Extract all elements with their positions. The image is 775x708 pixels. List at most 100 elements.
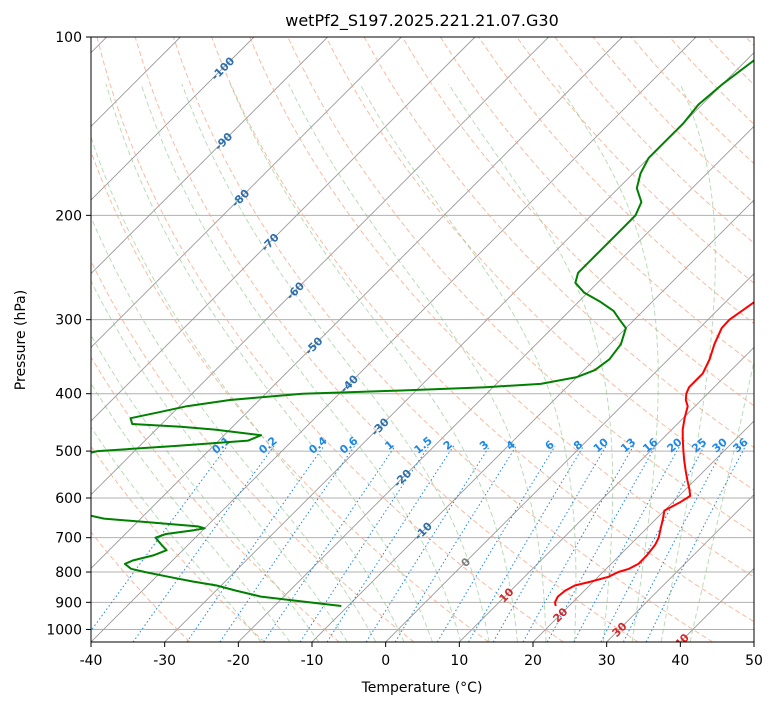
mixing-ratio-line: [622, 445, 726, 642]
x-tick-label: -20: [227, 653, 250, 669]
y-axis-label: Pressure (hPa): [13, 290, 29, 390]
moist-adiabat: [91, 382, 291, 642]
x-axis-label: Temperature (°C): [361, 680, 483, 696]
y-tick-label: 700: [55, 531, 82, 547]
dry-adiabat: [745, 37, 754, 47]
isotherm-label: -10: [412, 519, 435, 542]
isotherm-label: 40: [672, 631, 692, 651]
y-tick-label: 200: [55, 208, 82, 224]
mixing-ratio-line: [468, 445, 585, 642]
plot-area: 0.1 0.2 0.4 0.6 1 1.5 2 3 4 6 8 10 13 16 20 25 30 36-100-…: [90, 36, 755, 651]
dry-adiabat: [91, 150, 489, 642]
isotherm-line: [238, 125, 754, 642]
x-tick-label: 0: [381, 653, 390, 669]
isotherm-line: [91, 37, 623, 569]
isotherm-line: [311, 199, 754, 642]
mixing-ratio-line: [132, 445, 275, 642]
isotherm-line: [91, 37, 255, 201]
x-tick-label: 20: [524, 653, 542, 669]
dry-adiabat: [134, 37, 639, 642]
mixing-ratio-line: [91, 445, 228, 632]
isotherm-label: 30: [610, 620, 630, 640]
mixing-ratio-line: [645, 445, 747, 642]
profile-lines: [91, 59, 754, 607]
isotherm-line: [680, 567, 754, 642]
isotherm-label: -20: [391, 466, 414, 489]
dry-adiabat: [211, 37, 754, 623]
thermodynamic-background: [91, 37, 754, 642]
dry-adiabat: [249, 37, 754, 578]
y-tick-label: 800: [55, 565, 82, 581]
moist-adiabat: [448, 83, 614, 642]
moist-adiabat: [91, 334, 320, 642]
temperature-profile-line: [554, 301, 754, 607]
moist-adiabat: [105, 83, 433, 642]
moist-adiabat: [91, 279, 348, 642]
mixing-ratio-line: [365, 445, 491, 642]
moist-adiabat: [689, 358, 754, 642]
y-axis: 100 200 300 400 500 600 700 800 900 1000: [46, 30, 91, 638]
x-tick-label: 40: [671, 653, 689, 669]
y-tick-label: 500: [55, 444, 82, 460]
isotherm-line: [459, 346, 754, 642]
dry-adiabat: [478, 37, 754, 325]
mixing-ratio-label: 30: [710, 435, 730, 455]
dry-adiabat: [91, 356, 340, 642]
isotherm-label: 0: [459, 555, 474, 570]
isotherm-label: 20: [550, 605, 570, 625]
mixing-ratio-label: 25: [689, 435, 709, 455]
mixing-ratio-label: 16: [640, 435, 660, 455]
mixing-ratio-line: [436, 445, 556, 642]
dry-adiabat: [669, 37, 754, 125]
mixing-ratio-label: 0.6: [337, 434, 361, 457]
isotherm-line: [385, 273, 754, 642]
moist-adiabat: [91, 215, 377, 642]
mixing-ratio-label: 0.4: [306, 434, 330, 457]
mixing-ratio-line: [522, 445, 634, 642]
isotherm-line: [91, 37, 697, 642]
pressure-gridlines: [91, 37, 754, 630]
mixing-ratio-label: 0.1: [210, 434, 233, 456]
dry-adiabat: [363, 37, 754, 449]
isotherm-line: [91, 37, 549, 496]
isotherm-line: [91, 37, 328, 275]
dry-adiabat: [91, 259, 415, 642]
mixing-ratio-line: [263, 445, 396, 642]
isotherm-line: [606, 494, 754, 642]
mixing-ratio-label: 1.5: [412, 434, 435, 456]
x-tick-label: -30: [153, 653, 176, 669]
dry-adiabat: [172, 37, 713, 642]
moist-adiabat: [181, 83, 490, 642]
isotherm-line: [91, 37, 402, 348]
dry-adiabat: [554, 37, 754, 244]
isotherm-label: -30: [369, 415, 392, 438]
mixing-ratio-line: [600, 445, 705, 642]
isotherm-label: -90: [212, 130, 235, 153]
moist-adiabat: [91, 135, 405, 642]
dry-adiabat: [630, 37, 754, 165]
x-axis: -40 -30 -20 -10 0 10 20 30 40 50: [80, 642, 763, 669]
mixing-ratio-line: [394, 445, 517, 642]
moist-adiabat: [91, 426, 262, 642]
y-tick-label: 1000: [46, 622, 82, 638]
moist-adiabat: [229, 83, 518, 642]
mixing-ratio-label: 10: [591, 435, 611, 455]
dry-adiabat: [516, 37, 754, 284]
dry-adiabat: [91, 531, 191, 642]
y-tick-label: 100: [55, 30, 82, 46]
moist-adiabat: [140, 83, 462, 642]
y-tick-label: 300: [55, 313, 82, 329]
mixing-ratio-line: [546, 445, 657, 642]
dewpoint-profile-line: [91, 59, 754, 607]
mixing-ratio-line: [186, 445, 325, 642]
y-tick-label: 900: [55, 595, 82, 611]
isotherm-label: -80: [229, 187, 252, 210]
moist-adiabat: [359, 83, 577, 642]
dry-adiabat: [325, 37, 754, 491]
x-tick-label: 10: [450, 653, 468, 669]
dry-adiabat: [91, 445, 265, 642]
plot-frame: [90, 36, 755, 643]
mixing-ratio-label: 13: [618, 436, 638, 456]
x-tick-label: 30: [598, 653, 616, 669]
